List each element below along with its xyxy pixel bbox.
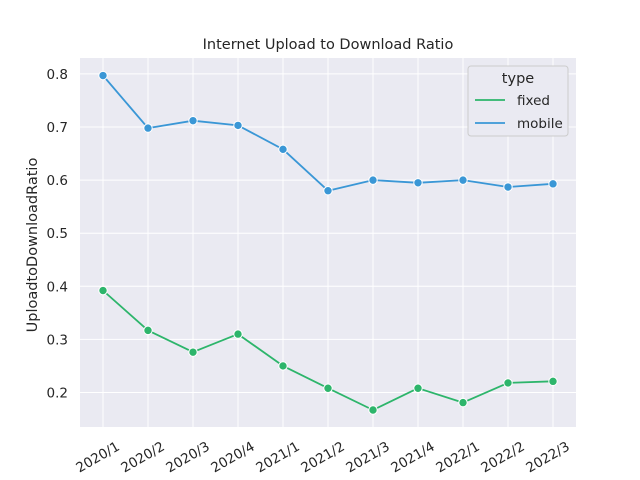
y-tick-label: 0.6 xyxy=(47,173,68,189)
y-axis-label: UploadtoDownloadRatio xyxy=(25,158,41,333)
x-tick-label: 2021/3 xyxy=(343,439,392,477)
x-tick-label: 2020/2 xyxy=(118,439,167,477)
x-tick-label: 2021/1 xyxy=(253,439,302,477)
y-tick-label: 0.7 xyxy=(47,120,68,136)
data-point-fixed xyxy=(98,285,108,296)
legend-box xyxy=(467,65,569,137)
x-tick-label: 2020/1 xyxy=(73,439,122,477)
legend-label-fixed: fixed xyxy=(517,93,550,109)
data-point-mobile xyxy=(368,175,378,185)
series-layer xyxy=(98,70,558,415)
data-point-fixed xyxy=(233,329,243,339)
data-point-fixed xyxy=(323,383,333,393)
y-tick-label: 0.4 xyxy=(47,279,68,295)
data-point-mobile xyxy=(233,120,243,131)
x-tick-label: 2022/3 xyxy=(523,439,572,477)
data-point-fixed xyxy=(278,361,288,371)
chart-title: Internet Upload to Download Ratio xyxy=(203,37,454,53)
data-point-mobile xyxy=(503,182,513,192)
legend-label-mobile: mobile xyxy=(517,116,563,132)
data-point-fixed xyxy=(188,347,198,357)
y-axis-ticks: 0.2 0.3 0.4 0.5 0.6 0.7 0.8 xyxy=(47,67,68,402)
data-point-mobile xyxy=(188,115,198,126)
y-tick-label: 0.8 xyxy=(47,67,68,83)
y-tick-label: 0.3 xyxy=(47,332,68,348)
data-point-mobile xyxy=(278,144,288,155)
x-axis-ticks: 2020/12020/22020/32020/42021/12021/22021… xyxy=(73,439,572,477)
x-tick-label: 2021/2 xyxy=(298,439,347,477)
x-tick-label: 2022/1 xyxy=(433,439,482,477)
data-point-fixed xyxy=(143,325,153,336)
data-point-mobile xyxy=(323,186,333,196)
grid-lines xyxy=(80,58,576,427)
legend: type fixed mobile xyxy=(467,65,569,137)
data-point-fixed xyxy=(458,397,468,408)
data-point-fixed xyxy=(503,378,513,388)
data-point-mobile xyxy=(98,70,108,81)
data-point-fixed xyxy=(368,405,378,415)
data-point-mobile xyxy=(413,178,423,188)
x-tick-label: 2022/2 xyxy=(478,439,527,477)
x-tick-label: 2020/3 xyxy=(163,439,212,477)
data-point-mobile xyxy=(458,175,468,185)
data-point-fixed xyxy=(413,383,423,393)
x-tick-label: 2021/4 xyxy=(388,439,437,477)
data-point-mobile xyxy=(143,123,153,133)
y-tick-label: 0.5 xyxy=(47,226,68,242)
data-point-fixed xyxy=(548,376,558,387)
y-tick-label: 0.2 xyxy=(47,385,68,401)
legend-title: type xyxy=(502,71,534,87)
x-tick-label: 2020/4 xyxy=(208,439,257,477)
data-point-mobile xyxy=(548,179,558,189)
